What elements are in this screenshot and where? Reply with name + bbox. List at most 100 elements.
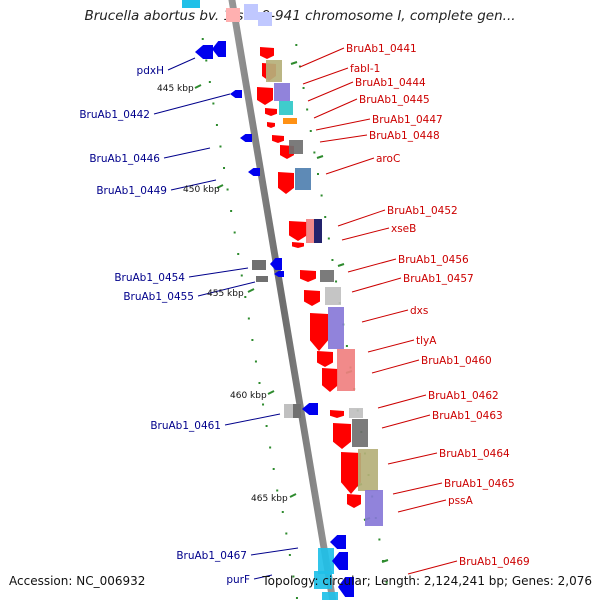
gene-box: [266, 60, 282, 82]
scale-tick: [267, 390, 275, 395]
scale-dot: [316, 173, 319, 175]
gene-box: [320, 270, 334, 282]
gene-label-right: BruAb1_0462: [428, 390, 499, 402]
gene-arrow-reverse: [212, 41, 226, 57]
scale-dot: [320, 194, 323, 197]
topology-label: Topology: circular; Length: 2,124,241 bp…: [262, 574, 592, 588]
gene-label-right: BruAb1_0447: [372, 114, 443, 126]
gene-arrow-reverse: [195, 45, 213, 59]
gene-label-right: BruAb1_0441: [346, 43, 417, 55]
gene-label-right: BruAb1_0463: [432, 410, 503, 422]
gene-arrow-reverse: [332, 552, 348, 570]
scale-dot: [226, 188, 229, 191]
gene-label-left: BruAb1_0442: [79, 109, 150, 121]
gene-label-left: BruAb1_0467: [176, 550, 247, 562]
gene-box-reverse: [256, 276, 268, 282]
leader-line: [381, 414, 431, 429]
scale-dot: [288, 554, 291, 556]
scale-dot: [385, 581, 388, 584]
gene-label-right: fabI-1: [350, 63, 380, 75]
scale-dot: [230, 210, 233, 212]
leader-line: [313, 98, 358, 119]
gene-arrow-reverse: [248, 168, 260, 176]
gene-arrow-reverse: [330, 535, 346, 549]
scale-dot: [309, 130, 312, 132]
leader-line: [341, 227, 390, 241]
gene-label-left: purF: [226, 574, 250, 586]
scale-tick: [290, 61, 298, 65]
gene-arrow: [278, 172, 294, 194]
gene-label-left: BruAb1_0455: [123, 291, 194, 303]
gene-arrow: [267, 122, 275, 128]
scale-dot: [306, 108, 309, 111]
scale-dot: [327, 237, 330, 240]
gene-label-left: BruAb1_0461: [150, 420, 221, 432]
scale-dot: [208, 81, 211, 83]
leader-line: [387, 452, 438, 465]
gene-box: [283, 118, 297, 124]
scale-dot: [240, 274, 243, 277]
gene-arrow-reverse: [338, 577, 354, 597]
gene-label-right: aroC: [376, 153, 400, 165]
gene-box-reverse: [293, 404, 301, 418]
gene-arrow-reverse: [230, 90, 242, 98]
leader-line: [347, 258, 397, 273]
gene-label-right: dxs: [410, 305, 428, 317]
scale-label: 455 kbp: [207, 289, 244, 299]
leader-line: [170, 179, 217, 191]
scale-dot: [237, 253, 240, 255]
gene-box: [352, 419, 368, 447]
scale-dot: [251, 339, 254, 341]
leader-line: [250, 547, 299, 556]
accession-label: Accession: NC_006932: [9, 574, 146, 588]
scale-dot: [313, 151, 316, 154]
gene-arrow: [260, 47, 274, 59]
gene-label-right: BruAb1_0448: [369, 130, 440, 142]
gene-box: [306, 219, 314, 243]
scale-dot: [302, 87, 305, 89]
gene-arrow: [330, 410, 344, 418]
leader-line: [315, 118, 371, 131]
scale-tick: [194, 84, 202, 89]
gene-box: [349, 408, 363, 418]
scale-dot: [215, 124, 218, 126]
scale-dot: [265, 425, 268, 427]
scale-dot: [205, 59, 208, 62]
scale-tick: [289, 493, 297, 498]
scale-tick: [216, 184, 224, 189]
scale-dot: [244, 296, 247, 298]
gene-label-right: BruAb1_0444: [355, 77, 426, 89]
gene-box: [314, 219, 322, 243]
gene-label-right: BruAb1_0465: [444, 478, 515, 490]
gene-box-reverse: [258, 12, 272, 26]
gene-arrow: [300, 270, 316, 282]
gene-arrow-reverse: [270, 258, 282, 270]
scale-dot: [295, 597, 298, 599]
leader-line: [167, 57, 196, 71]
gene-arrow: [322, 368, 338, 392]
scale-label: 445 kbp: [157, 84, 194, 94]
scale-tick: [247, 288, 255, 293]
scale-dot: [233, 231, 236, 234]
leader-line: [197, 281, 256, 297]
leader-line: [299, 47, 345, 68]
scale-label: 465 kbp: [251, 494, 288, 504]
scale-dot: [272, 468, 275, 470]
gene-label-left: BruAb1_0449: [96, 185, 167, 197]
gene-arrow: [333, 423, 351, 449]
scale-dot: [345, 345, 348, 347]
leader-line: [224, 413, 281, 426]
gene-box: [314, 571, 332, 589]
scale-dot: [269, 446, 272, 449]
gene-box: [328, 307, 344, 349]
leader-line: [325, 157, 375, 175]
scale-dot: [258, 382, 261, 384]
gene-box: [274, 83, 290, 101]
scale-dot: [378, 538, 381, 541]
gene-arrow: [265, 108, 277, 116]
gene-arrow-reverse: [274, 271, 284, 277]
gene-arrow: [272, 135, 284, 143]
gene-arrow: [341, 452, 361, 494]
leader-line: [307, 81, 354, 102]
